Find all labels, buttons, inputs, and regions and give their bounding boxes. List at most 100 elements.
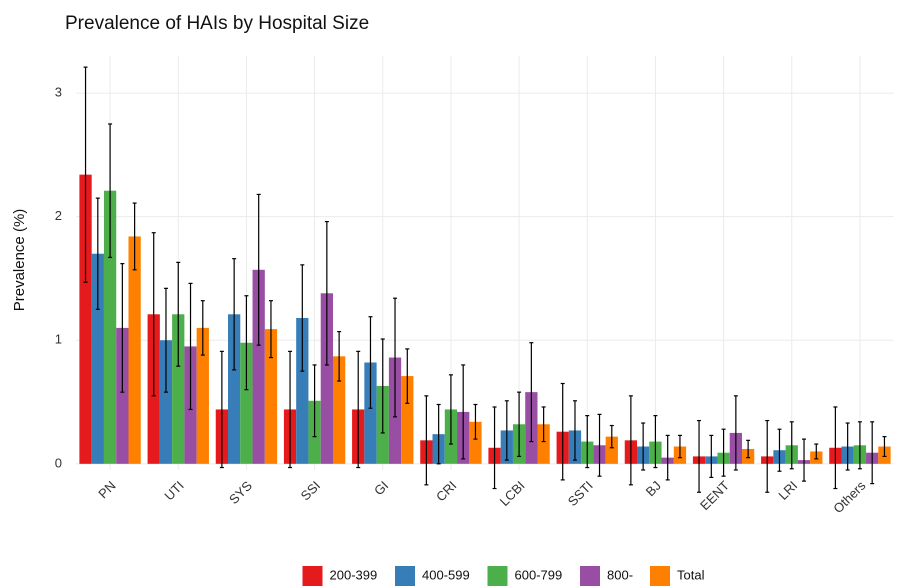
- bar: [296, 317, 309, 464]
- error-bar: [746, 439, 751, 459]
- error-bar: [517, 391, 522, 458]
- error-bar: [324, 221, 329, 366]
- error-bar: [393, 297, 398, 418]
- error-bar: [436, 403, 441, 465]
- error-bar: [424, 395, 429, 486]
- legend-swatch: [395, 566, 415, 586]
- legend-swatch: [302, 566, 323, 586]
- error-bar: [356, 350, 361, 469]
- error-bar: [244, 295, 249, 391]
- error-bar: [312, 364, 317, 438]
- y-tick-label: 0: [55, 455, 62, 470]
- x-tick-label: UTI: [161, 478, 186, 503]
- error-bar: [405, 348, 410, 404]
- error-bar: [765, 419, 770, 493]
- error-bar: [709, 434, 714, 479]
- error-bar: [219, 350, 224, 469]
- chart-title: Prevalence of HAIs by Hospital Size: [65, 13, 369, 34]
- error-bar: [504, 400, 509, 461]
- error-bar: [288, 350, 293, 469]
- error-bar: [572, 400, 577, 461]
- bar: [401, 376, 414, 464]
- error-bar: [529, 342, 534, 443]
- error-bar: [176, 261, 181, 367]
- error-bar: [200, 300, 205, 356]
- bar: [228, 314, 241, 464]
- error-bar: [802, 438, 807, 482]
- y-tick-label: 1: [55, 332, 62, 347]
- error-bar: [163, 287, 168, 393]
- error-bar: [188, 282, 193, 411]
- error-bar: [492, 406, 497, 490]
- bar: [537, 424, 550, 464]
- error-bar: [609, 424, 614, 449]
- legend-swatch: [580, 566, 600, 586]
- error-bar: [870, 421, 875, 485]
- error-bar: [473, 403, 478, 440]
- y-tick-label: 2: [55, 208, 62, 223]
- x-tick-label: CRI: [433, 478, 459, 504]
- bar: [116, 327, 129, 464]
- bar: [332, 356, 346, 464]
- bar: [605, 436, 618, 464]
- x-tick-label: GI: [371, 478, 391, 498]
- error-bar: [628, 395, 633, 486]
- x-tick-label: LCBI: [497, 478, 528, 509]
- error-bar: [882, 436, 887, 458]
- error-bar: [789, 421, 794, 470]
- bar: [103, 190, 117, 464]
- error-bar: [151, 232, 156, 397]
- bar: [320, 293, 333, 464]
- error-bar: [814, 443, 819, 460]
- x-tick-label: Others: [830, 478, 869, 517]
- error-bar: [268, 300, 273, 359]
- legend-label: Total: [677, 567, 705, 582]
- error-bar: [777, 428, 782, 472]
- error-bar: [232, 258, 237, 371]
- error-bar: [697, 419, 702, 493]
- x-tick-label: PN: [95, 478, 118, 501]
- bar: [264, 329, 278, 464]
- x-tick-label: EENT: [697, 478, 732, 513]
- error-bar: [132, 202, 137, 271]
- legend-label: 400-599: [422, 567, 470, 582]
- error-bar: [653, 415, 658, 469]
- x-tick-label: LRI: [775, 478, 800, 503]
- bar: [196, 327, 209, 464]
- bar: [91, 253, 104, 464]
- bar: [172, 314, 185, 464]
- legend-label: 800-: [607, 567, 633, 582]
- legend-label: 200-399: [330, 567, 378, 582]
- bar: [240, 342, 253, 464]
- x-tick-label: BJ: [643, 478, 664, 499]
- error-bar: [120, 263, 125, 393]
- error-bar: [857, 421, 862, 470]
- x-tick-label: SSTI: [565, 478, 596, 509]
- error-bar: [721, 428, 726, 477]
- error-bar: [677, 434, 682, 459]
- bar: [128, 236, 141, 464]
- error-bar: [380, 338, 385, 434]
- error-bar: [541, 406, 546, 443]
- error-bar: [83, 66, 88, 283]
- error-bar: [108, 123, 113, 259]
- x-tick-label: SSI: [298, 478, 323, 503]
- error-bar: [300, 264, 305, 372]
- error-bar: [256, 193, 261, 346]
- y-tick-label: 3: [55, 85, 62, 100]
- error-bar: [597, 413, 602, 477]
- error-bar: [461, 364, 466, 460]
- error-bar: [368, 316, 373, 409]
- legend-swatch: [650, 566, 670, 586]
- bar: [252, 269, 265, 464]
- error-bar: [733, 395, 738, 471]
- legend-label: 600-799: [515, 567, 563, 582]
- error-bar: [337, 330, 342, 382]
- error-bar: [665, 434, 670, 481]
- y-axis-label: Prevalence (%): [11, 209, 28, 312]
- error-bar: [560, 382, 565, 481]
- bar: [364, 362, 377, 464]
- bar: [469, 421, 482, 464]
- error-bar: [833, 406, 838, 490]
